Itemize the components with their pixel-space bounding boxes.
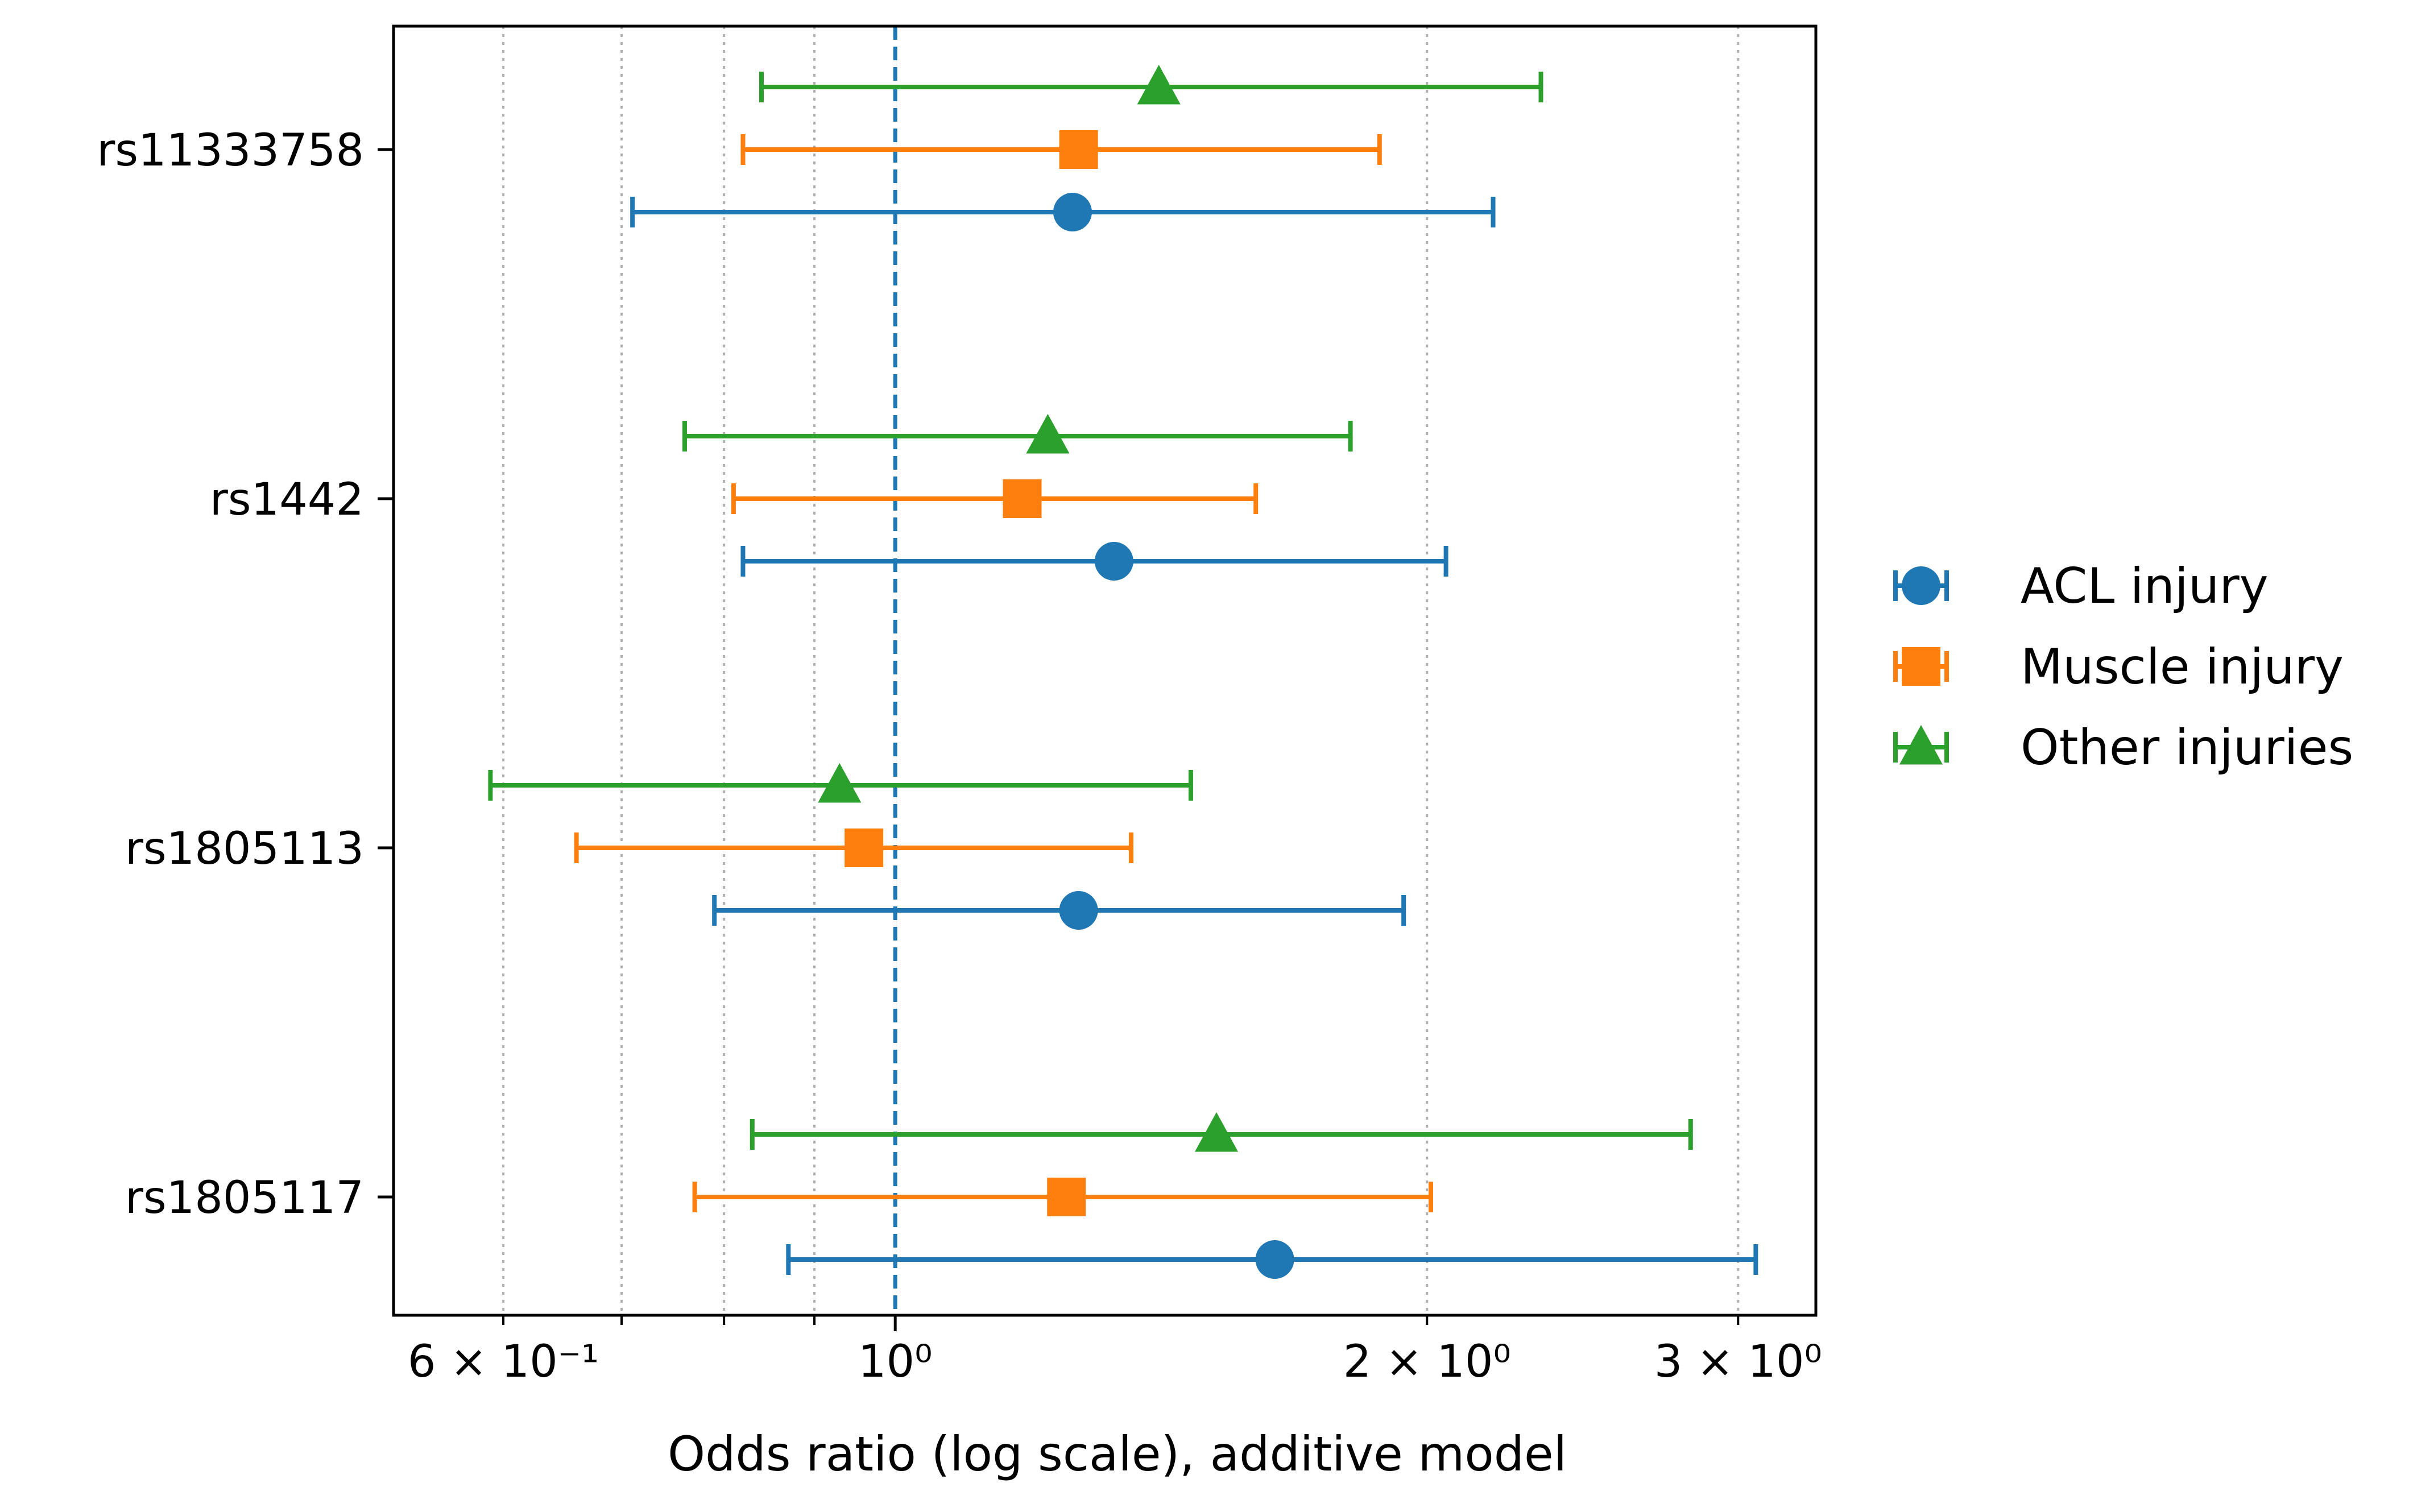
series-acl-injury [630,193,1758,1279]
point-marker [1003,479,1042,518]
point-marker [1137,64,1181,105]
y-tick-label: rs11333758 [97,125,364,176]
y-tick-label: rs1805113 [125,823,364,875]
point-marker [845,829,884,867]
legend-label: Muscle injury [2021,639,2344,695]
x-tick-label: 10⁰ [858,1336,933,1387]
point-marker [1047,1178,1086,1216]
y-tick-label: rs1442 [210,474,364,525]
x-axis-label: Odds ratio (log scale), additive model [668,1426,1567,1482]
point-marker [1026,413,1070,454]
point-marker [1094,542,1133,581]
x-tick-label: 6 × 10⁻¹ [408,1336,599,1387]
legend-marker [1899,724,1943,765]
legend-item: Muscle injury [1893,639,2344,695]
series-other-injuries [488,64,1693,1152]
legend-label: ACL injury [2021,558,2269,615]
point-marker [1053,193,1092,231]
plot-frame [392,24,1818,1317]
point-marker [1255,1240,1294,1279]
point-marker [1059,891,1098,930]
legend-item: ACL injury [1893,558,2269,615]
legend-item: Other injuries [1893,719,2353,776]
legend: ACL injury Muscle injury Other injuries [1893,558,2353,776]
legend-label: Other injuries [2021,719,2353,776]
point-marker [1194,1112,1239,1152]
y-tick-label: rs1805117 [125,1173,364,1224]
series-group [488,64,1758,1279]
point-marker [818,763,862,803]
legend-marker [1902,647,1940,686]
grid-lines [502,26,1740,1315]
x-tick-label: 2 × 10⁰ [1343,1336,1511,1387]
point-marker [1059,130,1098,169]
x-tick-label: 3 × 10⁰ [1654,1336,1822,1387]
legend-marker [1902,566,1940,605]
axes: 6 × 10⁻¹ 10⁰ 2 × 10⁰ 3 × 10⁰ rs11333758 rs144… [97,125,1822,1387]
series-muscle-injury [574,130,1434,1216]
